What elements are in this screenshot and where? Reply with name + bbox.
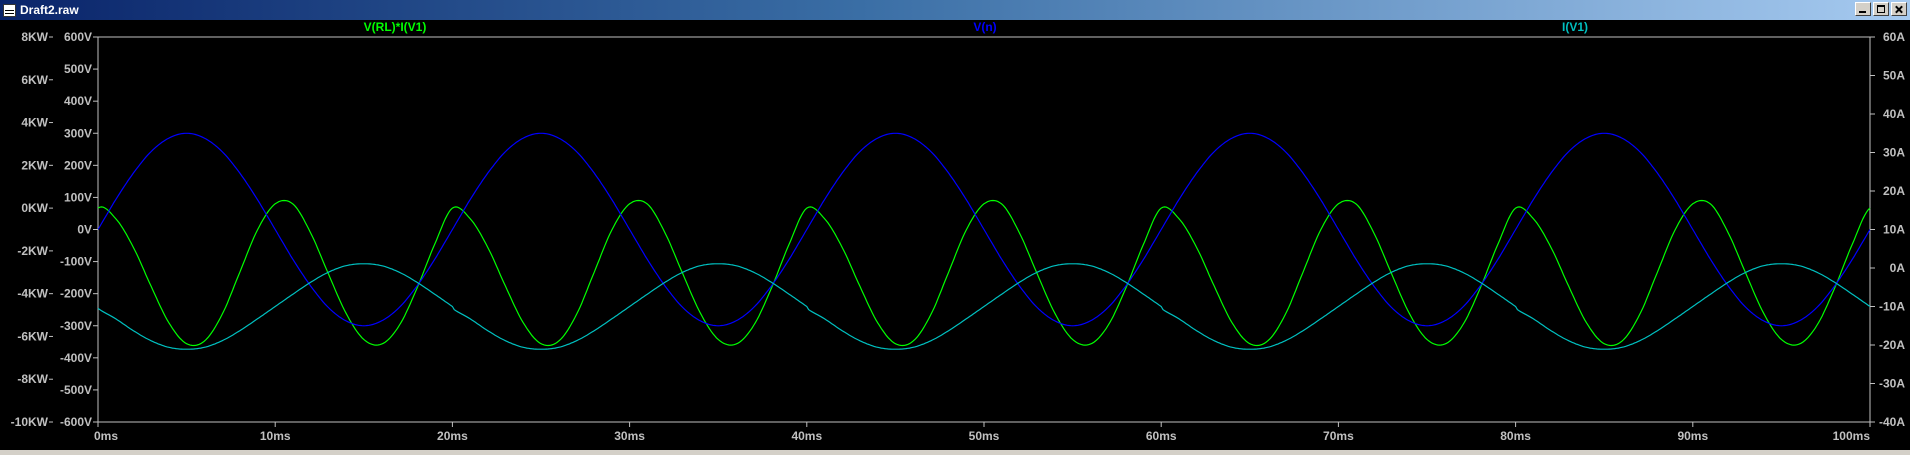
current-tick-label: 10A xyxy=(1883,223,1905,237)
x-tick-label: 60ms xyxy=(1146,429,1177,443)
legend-group: V(RL)*I(V1) V(n) I(V1) xyxy=(364,20,1588,34)
voltage-tick-label: -500V xyxy=(60,383,92,397)
power-tick-label: 4KW xyxy=(21,116,48,130)
power-tick-label: -4KW xyxy=(17,287,48,301)
voltage-tick-label: 0V xyxy=(77,223,92,237)
x-tick-label: 30ms xyxy=(614,429,645,443)
window-controls xyxy=(1855,2,1907,16)
series-trace-2[interactable] xyxy=(97,263,1871,350)
x-tick-label: 80ms xyxy=(1500,429,1531,443)
series-trace-0[interactable] xyxy=(97,199,1871,347)
power-tick-label: -10KW xyxy=(11,415,49,429)
maximize-button[interactable] xyxy=(1873,2,1889,16)
power-tick-label: 6KW xyxy=(21,73,48,87)
power-tick-label: -2KW xyxy=(17,244,48,258)
x-tick-label: 50ms xyxy=(969,429,1000,443)
power-tick-label: -8KW xyxy=(17,372,48,386)
waveform-plot-pane[interactable]: 0ms 10ms 20ms 30ms 40ms 50ms 60ms 70ms 80ms 90ms 1… xyxy=(0,20,1910,450)
current-tick-label: 50A xyxy=(1883,69,1905,83)
x-tick-label: 90ms xyxy=(1677,429,1708,443)
trace-label-1[interactable]: V(n) xyxy=(973,20,996,34)
x-tick-label: 0ms xyxy=(94,429,118,443)
close-button[interactable] xyxy=(1891,2,1907,16)
x-tick-label: 10ms xyxy=(260,429,291,443)
current-tick-label: 60A xyxy=(1883,30,1905,44)
voltage-tick-label: 500V xyxy=(64,62,92,76)
voltage-tick-label: 600V xyxy=(64,30,92,44)
waveform-chart[interactable]: 0ms 10ms 20ms 30ms 40ms 50ms 60ms 70ms 80ms 90ms 1… xyxy=(0,20,1910,450)
window-titlebar[interactable]: Draft2.raw xyxy=(0,0,1910,20)
trace-label-0[interactable]: V(RL)*I(V1) xyxy=(364,20,427,34)
current-tick-label: -10A xyxy=(1879,300,1905,314)
window-title: Draft2.raw xyxy=(20,3,79,17)
waveform-file-icon xyxy=(3,3,16,17)
series-trace-1[interactable] xyxy=(97,132,1871,327)
voltage-tick-label: 100V xyxy=(64,190,92,204)
current-tick-label: 40A xyxy=(1883,107,1905,121)
voltage-tick-label: -100V xyxy=(60,255,92,269)
x-tick-label: 70ms xyxy=(1323,429,1354,443)
axes-group: 0ms 10ms 20ms 30ms 40ms 50ms 60ms 70ms 80ms 90ms 1… xyxy=(11,30,1906,443)
voltage-tick-label: 300V xyxy=(64,126,92,140)
power-tick-label: -6KW xyxy=(17,329,48,343)
current-tick-label: 30A xyxy=(1883,146,1905,160)
voltage-tick-label: 200V xyxy=(64,158,92,172)
trace-label-2[interactable]: I(V1) xyxy=(1562,20,1588,34)
power-tick-label: 2KW xyxy=(21,158,48,172)
voltage-tick-label: -400V xyxy=(60,351,92,365)
power-tick-label: 0KW xyxy=(21,201,48,215)
voltage-tick-label: -600V xyxy=(60,415,92,429)
voltage-tick-label: -200V xyxy=(60,287,92,301)
voltage-tick-label: -300V xyxy=(60,319,92,333)
x-tick-label: 100ms xyxy=(1833,429,1871,443)
x-tick-label: 40ms xyxy=(791,429,822,443)
voltage-tick-label: 400V xyxy=(64,94,92,108)
power-tick-label: 8KW xyxy=(21,30,48,44)
current-tick-label: -40A xyxy=(1879,415,1905,429)
minimize-button[interactable] xyxy=(1855,2,1871,16)
x-tick-label: 20ms xyxy=(437,429,468,443)
current-tick-label: -30A xyxy=(1879,377,1905,391)
current-tick-label: -20A xyxy=(1879,338,1905,352)
series-group xyxy=(97,132,1871,350)
current-tick-label: 20A xyxy=(1883,184,1905,198)
current-tick-label: 0A xyxy=(1890,261,1906,275)
